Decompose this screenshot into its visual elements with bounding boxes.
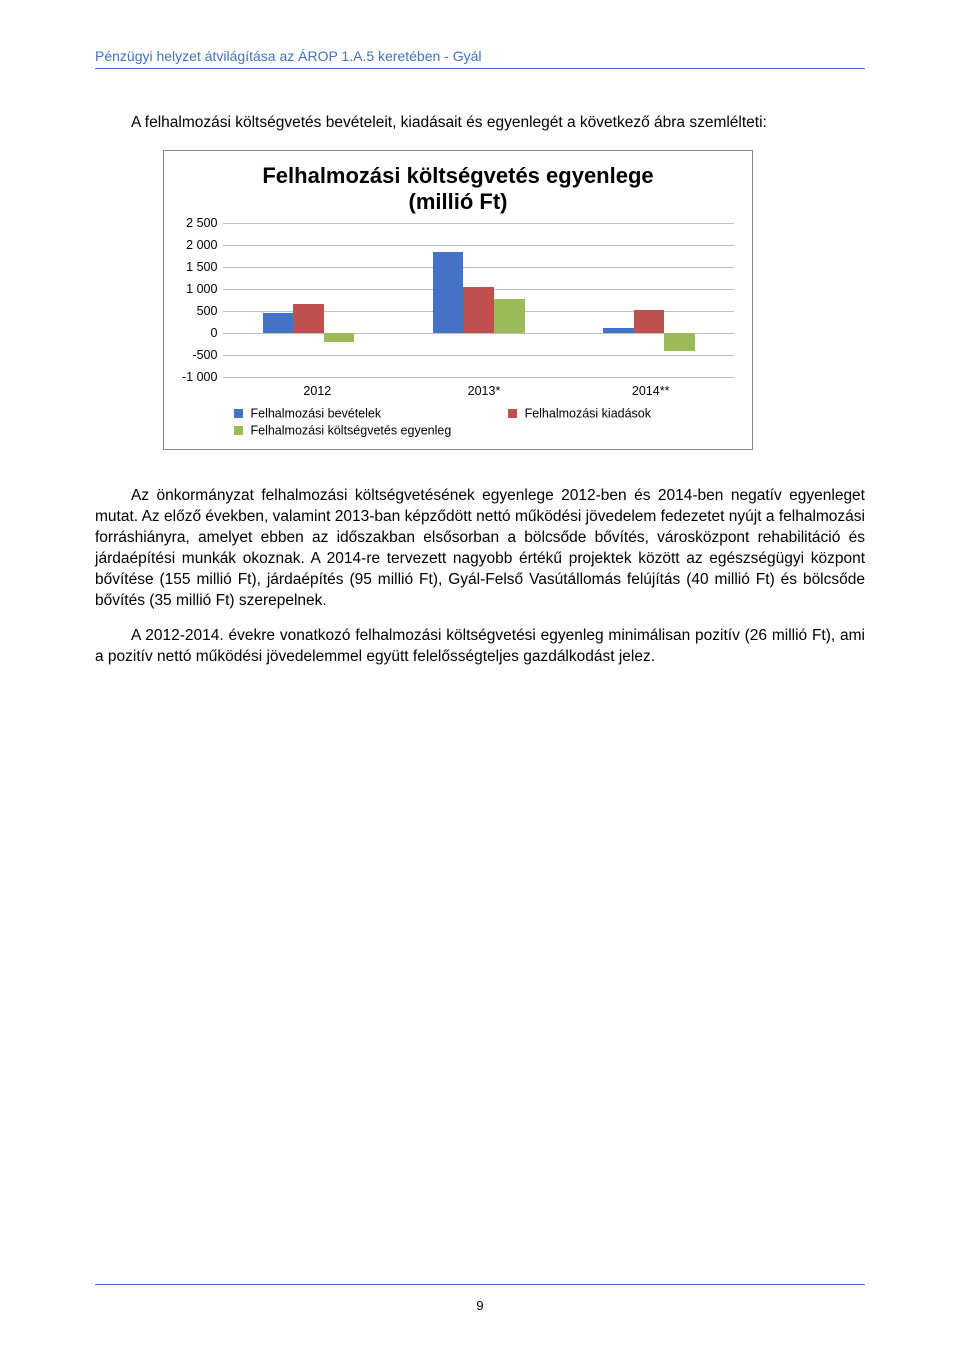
y-tick-label: 1 000 [182, 282, 217, 296]
legend-label-kiadások: Felhalmozási kiadások [525, 407, 651, 421]
x-axis: 20122013*2014** [234, 384, 734, 398]
gridline [223, 377, 734, 378]
chart-area: 2 5002 0001 5001 0005000-500-1 000 [182, 223, 734, 384]
y-tick-label: 2 000 [182, 238, 217, 252]
x-tick-label: 2012 [234, 384, 401, 398]
y-tick-label: -1 000 [182, 370, 217, 384]
footer-rule [95, 1284, 865, 1285]
bar [263, 313, 294, 333]
x-tick-label: 2014** [567, 384, 734, 398]
y-axis: 2 500 2 000 1 500 1 000 500 0 -500 -1 000 [182, 216, 223, 384]
body-paragraph-2: A 2012-2014. évekre vonatkozó felhalmozá… [95, 626, 865, 668]
bar [324, 333, 355, 342]
bar [634, 310, 665, 333]
legend-swatch-egyenleg [234, 426, 243, 435]
bar [603, 328, 634, 333]
legend-row-2: Felhalmozási költségvetés egyenleg [234, 423, 734, 438]
page: Pénzügyi helyzet átvilágítása az ÁROP 1.… [0, 0, 960, 1355]
chart-title-line1: Felhalmozási költségvetés egyenlege [262, 163, 653, 188]
bar-group [394, 223, 564, 377]
intro-paragraph: A felhalmozási költségvetés bevételeit, … [95, 113, 865, 134]
legend-row-1: Felhalmozási bevételek Felhalmozási kiad… [234, 406, 734, 421]
legend-swatch-bevételek [234, 409, 243, 418]
bar [433, 252, 464, 333]
legend-label-bevételek: Felhalmozási bevételek [250, 407, 381, 421]
chart-title: Felhalmozási költségvetés egyenlege (mil… [182, 163, 734, 215]
y-tick-label: -500 [182, 348, 217, 362]
legend-swatch-kiadások [508, 409, 517, 418]
page-number: 9 [0, 1298, 960, 1313]
bar [293, 304, 324, 333]
chart-container: Felhalmozási költségvetés egyenlege (mil… [163, 150, 753, 450]
bar-group [564, 223, 734, 377]
chart-legend: Felhalmozási bevételek Felhalmozási kiad… [182, 406, 734, 437]
bar [664, 333, 695, 351]
legend-label-egyenleg: Felhalmozási költségvetés egyenleg [250, 423, 451, 437]
bar-group [223, 223, 393, 377]
bar [494, 299, 525, 333]
x-tick-label: 2013* [401, 384, 568, 398]
y-tick-label: 1 500 [182, 260, 217, 274]
y-tick-label: 2 500 [182, 216, 217, 230]
bar [463, 287, 494, 333]
bar-groups [223, 223, 734, 377]
body-paragraph-1: Az önkormányzat felhalmozási költségveté… [95, 486, 865, 612]
page-header: Pénzügyi helyzet átvilágítása az ÁROP 1.… [95, 48, 865, 69]
chart-title-line2: (millió Ft) [409, 189, 508, 214]
plot-area [223, 223, 734, 377]
y-tick-label: 0 [182, 326, 217, 340]
y-tick-label: 500 [182, 304, 217, 318]
